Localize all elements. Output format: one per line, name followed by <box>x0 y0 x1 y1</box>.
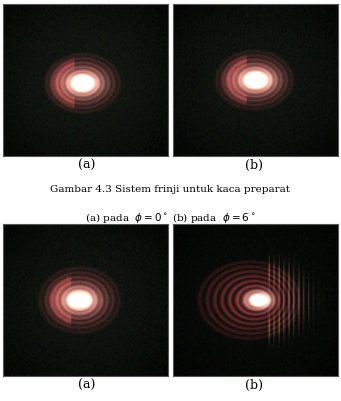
Text: (b): (b) <box>245 159 263 172</box>
Text: (b): (b) <box>245 379 263 392</box>
Text: (a): (a) <box>78 159 95 172</box>
Text: (a) pada  $\phi = 0^\circ$ (b) pada  $\phi = 6^\circ$: (a) pada $\phi = 0^\circ$ (b) pada $\phi… <box>85 211 256 225</box>
Text: (a): (a) <box>78 379 95 392</box>
Text: Gambar 4.3 Sistem frinji untuk kaca preparat: Gambar 4.3 Sistem frinji untuk kaca prep… <box>50 185 291 194</box>
